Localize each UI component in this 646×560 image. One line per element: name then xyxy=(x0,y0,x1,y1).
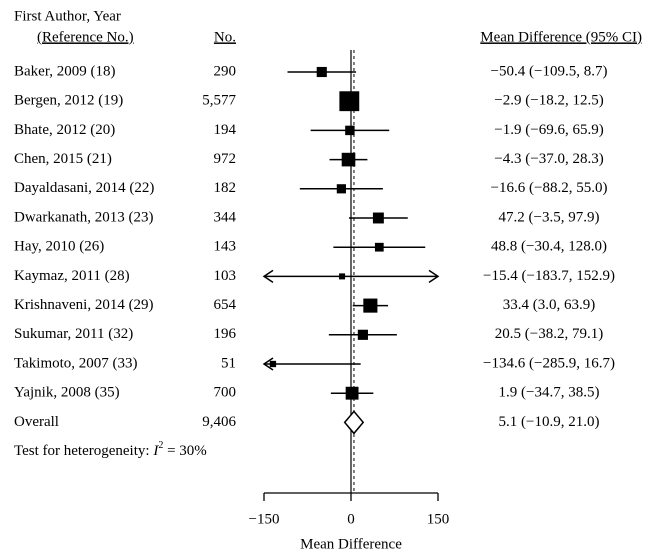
overall-ci: 5.1 (−10.9, 21.0) xyxy=(499,414,600,430)
study-label: Dayaldasani, 2014 (22) xyxy=(14,180,154,196)
study-label: Chen, 2015 (21) xyxy=(14,151,112,167)
study-ci: 20.5 (−38.2, 79.1) xyxy=(495,326,603,342)
heterogeneity-suffix: = 30% xyxy=(163,443,206,459)
study-label: Bhate, 2012 (20) xyxy=(14,122,115,138)
study-ci: −134.6 (−285.9, 16.7) xyxy=(483,355,615,371)
header-ci: Mean Difference (95% CI) xyxy=(480,29,642,45)
study-ci: −2.9 (−18.2, 12.5) xyxy=(494,93,603,109)
study-ci: 33.4 (3.0, 63.9) xyxy=(503,297,596,313)
study-n: 194 xyxy=(214,122,237,138)
overall-n: 9,406 xyxy=(202,414,236,430)
point-estimate xyxy=(372,212,384,224)
heterogeneity: Test for heterogeneity: I2 = 30% xyxy=(14,440,207,459)
study-ci: −16.6 (−88.2, 55.0) xyxy=(491,180,608,196)
study-label: Hay, 2010 (26) xyxy=(14,239,104,255)
point-estimate xyxy=(336,184,346,194)
study-n: 972 xyxy=(214,151,237,167)
study-n: 196 xyxy=(214,326,237,342)
overall-diamond xyxy=(343,410,365,435)
study-label: Kaymaz, 2011 (28) xyxy=(14,268,130,284)
study-n: 654 xyxy=(214,297,237,313)
x-tick-label: 150 xyxy=(427,511,450,527)
heterogeneity-prefix: Test for heterogeneity: xyxy=(14,443,153,459)
point-estimate xyxy=(341,152,356,167)
header-study: First Author, Year xyxy=(14,8,121,24)
overall-label: Overall xyxy=(14,414,59,430)
point-estimate xyxy=(316,66,327,78)
study-ci: −50.4 (−109.5, 8.7) xyxy=(491,63,608,79)
x-tick-label: −150 xyxy=(249,511,280,527)
study-n: 51 xyxy=(221,355,236,371)
study-ci: −1.9 (−69.6, 65.9) xyxy=(494,122,603,138)
study-label: Krishnaveni, 2014 (29) xyxy=(14,297,154,313)
study-label: Dwarkanath, 2013 (23) xyxy=(14,209,154,225)
study-n: 182 xyxy=(214,180,237,196)
ci-arrow xyxy=(262,269,274,284)
point-estimate xyxy=(363,298,378,313)
x-tick-label: 0 xyxy=(347,511,355,527)
study-ci: 47.2 (−3.5, 97.9) xyxy=(499,209,600,225)
header-n: No. xyxy=(214,29,236,45)
heterogeneity-symbol: I xyxy=(152,443,159,459)
study-label: Bergen, 2012 (19) xyxy=(14,93,123,109)
point-estimate xyxy=(269,360,277,368)
study-label: Takimoto, 2007 (33) xyxy=(14,355,138,371)
study-label: Sukumar, 2011 (32) xyxy=(14,326,133,342)
point-estimate xyxy=(357,329,368,340)
study-label: Yajnik, 2008 (35) xyxy=(14,385,120,401)
point-estimate xyxy=(345,386,359,400)
x-axis-label: Mean Difference xyxy=(300,536,402,552)
study-n: 143 xyxy=(214,239,237,255)
study-n: 5,577 xyxy=(202,93,236,109)
study-label: Baker, 2009 (18) xyxy=(14,63,115,79)
study-ci: 1.9 (−34.7, 38.5) xyxy=(499,385,600,401)
point-estimate xyxy=(339,273,346,280)
study-n: 103 xyxy=(214,268,237,284)
study-ci: −4.3 (−37.0, 28.3) xyxy=(494,151,603,167)
header-reference: (Reference No.) xyxy=(37,29,134,45)
point-estimate xyxy=(374,242,384,252)
study-ci: −15.4 (−183.7, 152.9) xyxy=(483,268,615,284)
ci-arrow xyxy=(262,357,274,371)
study-ci: 48.8 (−30.4, 128.0) xyxy=(491,239,607,255)
ci-arrow xyxy=(428,269,440,284)
heterogeneity-sup: 2 xyxy=(158,440,163,451)
study-n: 700 xyxy=(214,385,237,401)
study-n: 290 xyxy=(214,63,237,79)
point-estimate xyxy=(345,125,355,136)
study-n: 344 xyxy=(214,209,237,225)
point-estimate xyxy=(339,91,360,112)
